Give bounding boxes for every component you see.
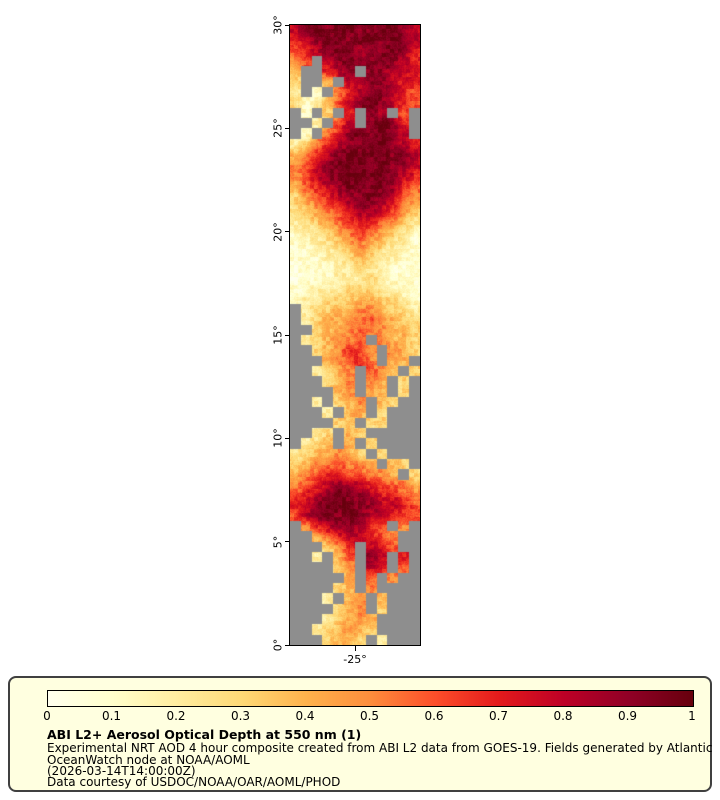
- colorbar-tick-label: 0.3: [230, 709, 251, 723]
- y-tick-label: 20°: [271, 221, 285, 242]
- legend-timestamp: (2026-03-14T14:00:00Z): [47, 764, 196, 778]
- legend-description-line2: OceanWatch node at NOAA/AOML: [47, 753, 250, 767]
- legend-title: ABI L2+ Aerosol Optical Depth at 550 nm …: [47, 727, 362, 742]
- y-tick-label: 30°: [271, 15, 285, 35]
- colorbar-tick-label: 0.9: [617, 709, 638, 723]
- colorbar-tick-label: 0.1: [101, 709, 122, 723]
- y-tick-label: 15°: [271, 325, 285, 345]
- colorbar-tick-label: 0: [43, 709, 51, 723]
- colorbar-tick-label: 0.4: [295, 709, 315, 723]
- y-tick-label: 0°: [271, 638, 285, 652]
- x-tick-mark: [354, 646, 356, 651]
- legend-courtesy: Data courtesy of USDOC/NOAA/OAR/AOML/PHO…: [47, 775, 341, 789]
- y-tick-label: 5°: [271, 535, 285, 548]
- colorbar: [47, 690, 694, 707]
- aod-heatmap-canvas: [290, 25, 420, 645]
- colorbar-tick-label: 0.6: [424, 709, 444, 723]
- legend-description-line1: Experimental NRT AOD 4 hour composite cr…: [47, 741, 713, 755]
- colorbar-tick-label: 0.2: [166, 709, 186, 723]
- colorbar-tick-labels: 0 0.1 0.2 0.3 0.4 0.5 0.6 0.7 0.8 0.9 1: [43, 709, 696, 723]
- y-tick-label: 10°: [271, 428, 285, 449]
- y-tick-label: 25°: [271, 118, 285, 139]
- colorbar-tick-label: 0.7: [488, 709, 509, 723]
- legend-panel: 0 0.1 0.2 0.3 0.4 0.5 0.6 0.7 0.8 0.9 1 ABI L2+ Ae…: [8, 676, 712, 792]
- colorbar-tick-label: 0.5: [359, 709, 380, 723]
- x-tick-label: -25°: [343, 653, 367, 666]
- colorbar-tick-label: 0.8: [553, 709, 573, 723]
- colorbar-tick-label: 1: [688, 709, 696, 723]
